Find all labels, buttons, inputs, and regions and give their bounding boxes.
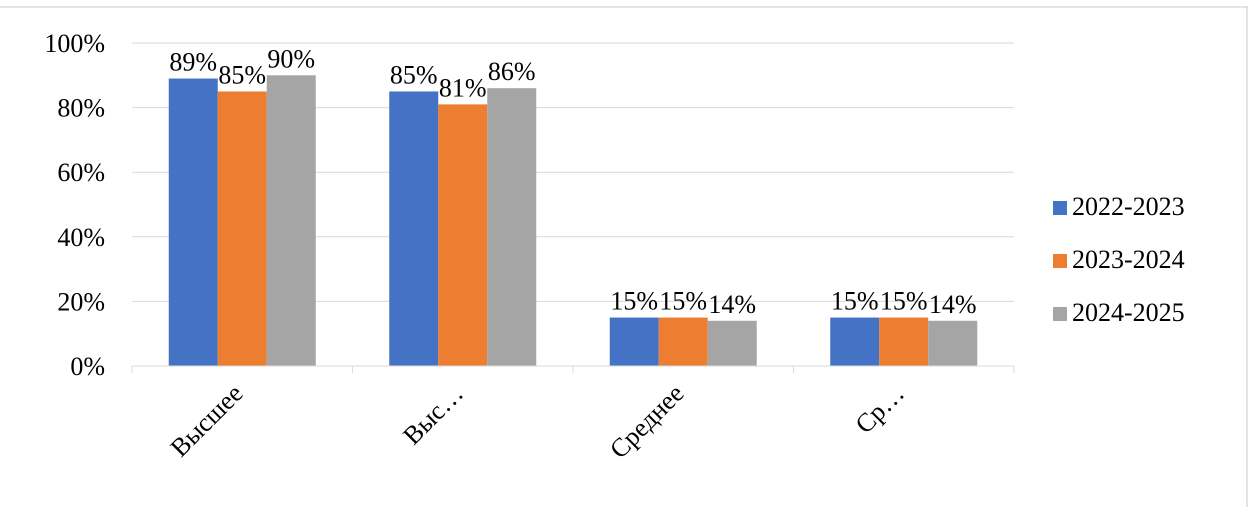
- x-tick-label: Высшее: [165, 379, 249, 463]
- data-label: 15%: [880, 287, 928, 316]
- bar: [217, 91, 267, 366]
- y-tick-label: 60%: [57, 158, 105, 187]
- axes: [131, 365, 1015, 373]
- data-label: 14%: [708, 290, 756, 319]
- y-tick-label: 100%: [44, 29, 105, 58]
- legend-swatch: [1053, 307, 1067, 321]
- legend-label: 2024-2025: [1072, 298, 1185, 327]
- y-tick-label: 0%: [70, 352, 105, 381]
- bar: [830, 317, 880, 366]
- bar: [707, 320, 757, 366]
- legend: 2022-2023 2023-2024 2024-2025: [1053, 192, 1185, 327]
- data-labels: 89% 85%90%85% 81%86%15% 15% 14% 15% 15% 14%: [169, 44, 976, 318]
- x-tick-labels: Высшее Выс… Среднее Ср…: [165, 379, 910, 464]
- legend-swatch: [1053, 201, 1067, 215]
- data-label: 89%: [169, 48, 217, 77]
- bar: [389, 91, 439, 366]
- bar: [168, 78, 218, 366]
- x-tick-label: Среднее: [604, 379, 689, 464]
- data-label: 15%: [610, 287, 658, 316]
- y-tick-label: 20%: [57, 287, 105, 316]
- bar: [438, 104, 488, 367]
- bar: [487, 88, 537, 366]
- data-label: 15%: [831, 287, 879, 316]
- bar: [609, 317, 659, 366]
- x-tick-label: Ср…: [850, 379, 910, 439]
- bar: [658, 317, 708, 366]
- data-label: 85%: [218, 60, 266, 89]
- legend-swatch: [1053, 254, 1067, 268]
- y-tick-label: 40%: [57, 223, 105, 252]
- bar: [266, 75, 316, 367]
- legend-label: 2022-2023: [1072, 192, 1185, 221]
- data-label: 81%: [439, 73, 487, 102]
- legend-label: 2023-2024: [1072, 245, 1185, 274]
- data-label: 85%: [390, 60, 438, 89]
- y-tick-label: 80%: [57, 94, 105, 123]
- bar: [879, 317, 929, 366]
- x-tick-label: Выс…: [397, 379, 469, 451]
- data-label: 86%: [488, 57, 536, 86]
- data-label: 14%: [929, 290, 977, 319]
- data-label: 15%: [659, 287, 707, 316]
- bar: [928, 320, 978, 366]
- y-tick-labels: 0% 20% 40% 60% 80% 100%: [44, 29, 105, 381]
- data-label: 90%: [267, 44, 315, 73]
- bars: [168, 75, 978, 367]
